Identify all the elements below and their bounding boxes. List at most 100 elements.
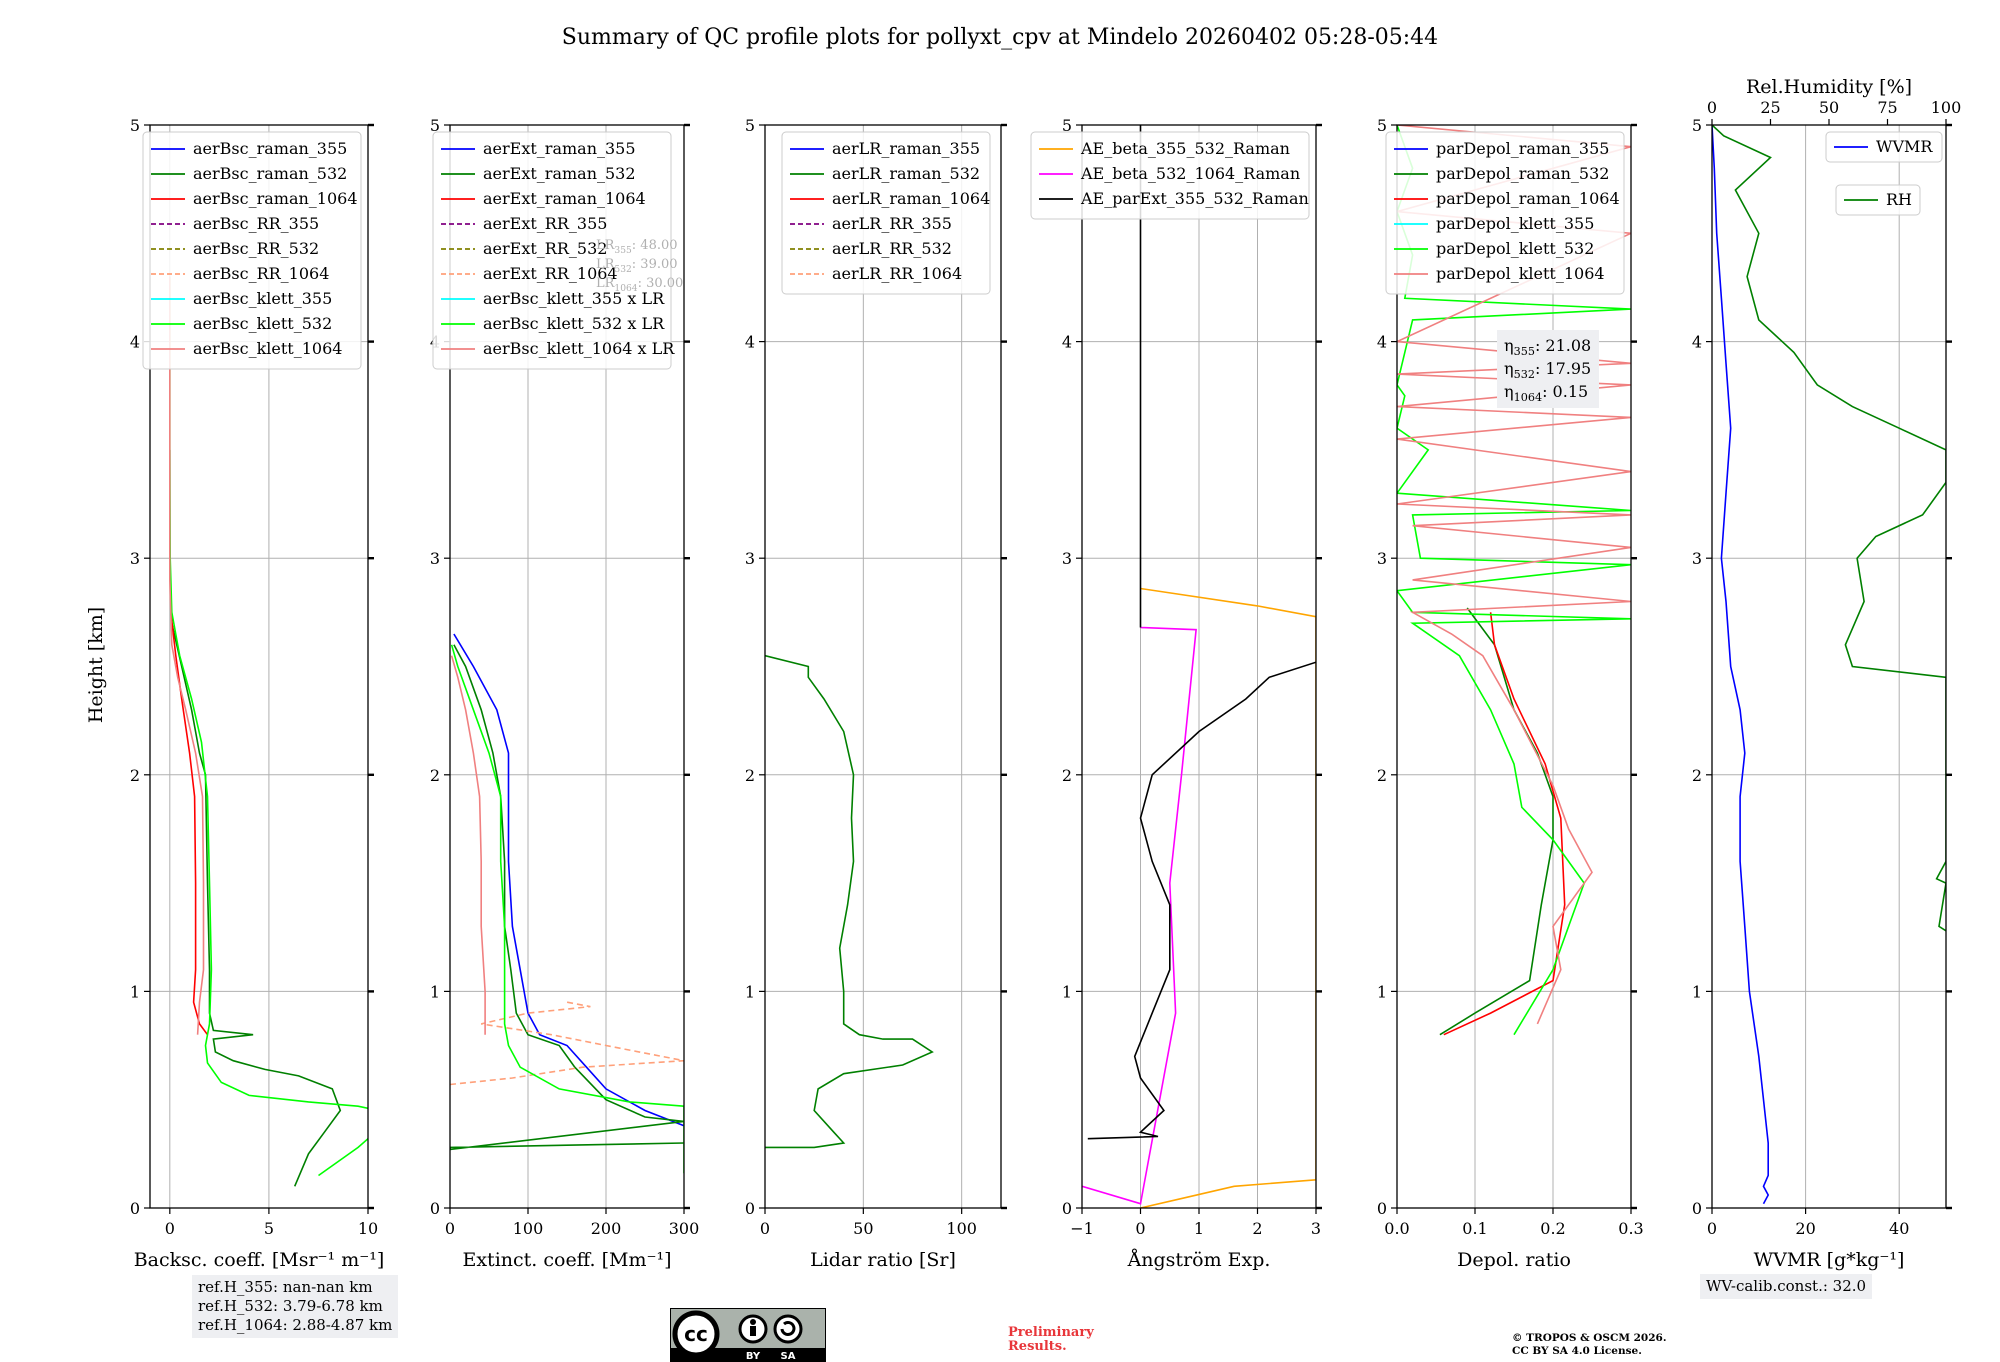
series-group xyxy=(450,633,684,1174)
x-axis-label: Ångström Exp. xyxy=(1127,1249,1271,1271)
x-tick-label: 100 xyxy=(946,1219,977,1238)
preliminary-line-2: Results. xyxy=(1008,1339,1067,1354)
axes-frame xyxy=(449,124,685,1209)
panel-backscatter: 0 1 2 3 4 5 0 5 10 Backsc. coeff. [Msr⁻¹ m⁻¹] aerB… xyxy=(130,116,384,1271)
series-line-aerbsc-klett-532-x-lr xyxy=(450,644,684,1174)
y-tick-label: 1 xyxy=(130,982,140,1001)
legend: aerExt_raman_355 aerExt_raman_532 aerExt_r… xyxy=(432,131,675,370)
cc-by-sa-badge: cc BY SA xyxy=(670,1308,826,1362)
preliminary-line-1: Preliminary xyxy=(1008,1325,1094,1340)
ref-height-box: ref.H_355: nan-nan km ref.H_532: 3.79-6.… xyxy=(192,1275,399,1338)
legend-label: aerBsc_raman_532 xyxy=(193,164,347,183)
legend-box xyxy=(781,131,991,295)
legend-label: aerBsc_RR_532 xyxy=(193,239,319,258)
legend-label: aerExt_RR_355 xyxy=(483,214,607,233)
legend: aerLR_raman_355 aerLR_raman_532 aerLR_rama… xyxy=(781,131,991,295)
legend: WVMR RH xyxy=(1825,131,1943,216)
eta-info-line-sub: 1064 xyxy=(1514,391,1542,404)
cc-label: cc xyxy=(684,1322,708,1346)
lr-info-line-sym: LR xyxy=(596,238,616,253)
series-line-aerext-raman-355 xyxy=(453,633,684,1127)
series-line-wvmr xyxy=(1712,125,1770,1205)
x-tick-label: 100 xyxy=(513,1219,544,1238)
y-tick-label: 3 xyxy=(130,549,140,568)
x-axis-label: Extinct. coeff. [Mm⁻¹] xyxy=(462,1249,671,1271)
series-group xyxy=(1712,125,1946,1205)
y-tick-label: 4 xyxy=(1377,333,1387,352)
by-label: BY xyxy=(746,1351,761,1362)
legend-label: aerLR_raman_532 xyxy=(832,164,980,183)
lr-info-line-sym: LR xyxy=(596,257,616,272)
y-tick-label: 2 xyxy=(1062,766,1072,785)
series-line-pardepol-raman-1064 xyxy=(1443,612,1566,1036)
series-line-pardepol-klett-532 xyxy=(1397,125,1631,1036)
legend-label: parDepol_raman_355 xyxy=(1436,139,1609,158)
x-tick-label: 0.3 xyxy=(1618,1219,1643,1238)
series-line-pardepol-raman-532 xyxy=(1439,607,1554,1036)
legend-label: AE_beta_532_1064_Raman xyxy=(1080,164,1300,183)
figure-title: Summary of QC profile plots for pollyxt_… xyxy=(562,25,1438,50)
x-axis-label: WVMR [g*kg⁻¹] xyxy=(1754,1249,1905,1271)
y-tick-label: 3 xyxy=(1377,549,1387,568)
eta-info-box xyxy=(1497,330,1599,408)
x-axis-label: Lidar ratio [Sr] xyxy=(810,1249,956,1271)
eta-info-line: η532: 17.95 xyxy=(1504,359,1591,381)
legend-label: aerBsc_klett_532 x LR xyxy=(483,314,665,333)
legend-label: aerExt_RR_1064 xyxy=(483,264,618,283)
eta-info-line-sub: 355 xyxy=(1514,345,1535,358)
y-tick-label: 0 xyxy=(745,1199,755,1218)
legend: parDepol_raman_355 parDepol_raman_532 parD… xyxy=(1385,131,1625,295)
x-tick-label: 3 xyxy=(1311,1219,1321,1238)
x-tick-label: 0 xyxy=(445,1219,455,1238)
series-line-ae-beta-355-532-raman xyxy=(1140,587,1316,1208)
y-tick-label: 1 xyxy=(1377,982,1387,1001)
y-tick-label: 5 xyxy=(745,116,755,135)
legend-label: aerLR_raman_1064 xyxy=(832,189,990,208)
legend-box xyxy=(1385,131,1625,295)
y-tick-label: 3 xyxy=(430,549,440,568)
y-tick-label: 0 xyxy=(1692,1199,1702,1218)
eta-info-line: η1064: 0.15 xyxy=(1504,382,1588,404)
y-tick-label: 5 xyxy=(130,116,140,135)
ref-height-532: ref.H_532: 3.79-6.78 km xyxy=(198,1297,383,1315)
legend-label: aerExt_raman_355 xyxy=(483,139,636,158)
y-tick-label: 5 xyxy=(1692,116,1702,135)
share-alike-icon xyxy=(773,1314,803,1344)
y-tick-label: 5 xyxy=(430,116,440,135)
y-tick-label: 4 xyxy=(1692,333,1702,352)
y-tick-label: 2 xyxy=(130,766,140,785)
y-tick-label: 5 xyxy=(1062,116,1072,135)
x-tick-label: 0.0 xyxy=(1384,1219,1409,1238)
x-tick-label: −1 xyxy=(1070,1219,1094,1238)
eta-info-line-sym: η xyxy=(1504,382,1514,401)
eta-info-line-sub: 532 xyxy=(1514,368,1535,381)
eta-info-line-sym: η xyxy=(1504,359,1514,378)
sa-label: SA xyxy=(781,1351,796,1362)
x-axis-label: Backsc. coeff. [Msr⁻¹ m⁻¹] xyxy=(134,1249,385,1271)
top-x-tick-label: 50 xyxy=(1819,98,1839,117)
legend-box-wvmr xyxy=(1825,131,1943,163)
x-tick-label: 200 xyxy=(591,1219,622,1238)
lr-info-line: LR355: 48.00 xyxy=(596,238,678,256)
y-tick-label: 2 xyxy=(745,766,755,785)
legend-label: aerLR_RR_1064 xyxy=(832,264,962,283)
legend-label: parDepol_klett_1064 xyxy=(1436,264,1605,283)
eta-info-line-val: : 21.08 xyxy=(1535,336,1591,355)
series-group xyxy=(765,654,934,1149)
legend-label: AE_parExt_355_532_Raman xyxy=(1080,189,1309,208)
x-tick-label: 0.1 xyxy=(1462,1219,1487,1238)
series-line-aerlr-raman-532 xyxy=(765,654,934,1149)
legend-label: aerLR_raman_355 xyxy=(832,139,980,158)
x-tick-label: 0 xyxy=(1135,1219,1145,1238)
top-x-tick-label: 25 xyxy=(1760,98,1780,117)
copyright-line-1: © TROPOS & OSCM 2026. xyxy=(1512,1332,1667,1344)
legend-label: aerBsc_klett_1064 x LR xyxy=(483,339,675,358)
legend-label: parDepol_raman_1064 xyxy=(1436,189,1620,208)
legend-label: aerBsc_RR_355 xyxy=(193,214,319,233)
eta-info-line-val: : 17.95 xyxy=(1535,359,1591,378)
